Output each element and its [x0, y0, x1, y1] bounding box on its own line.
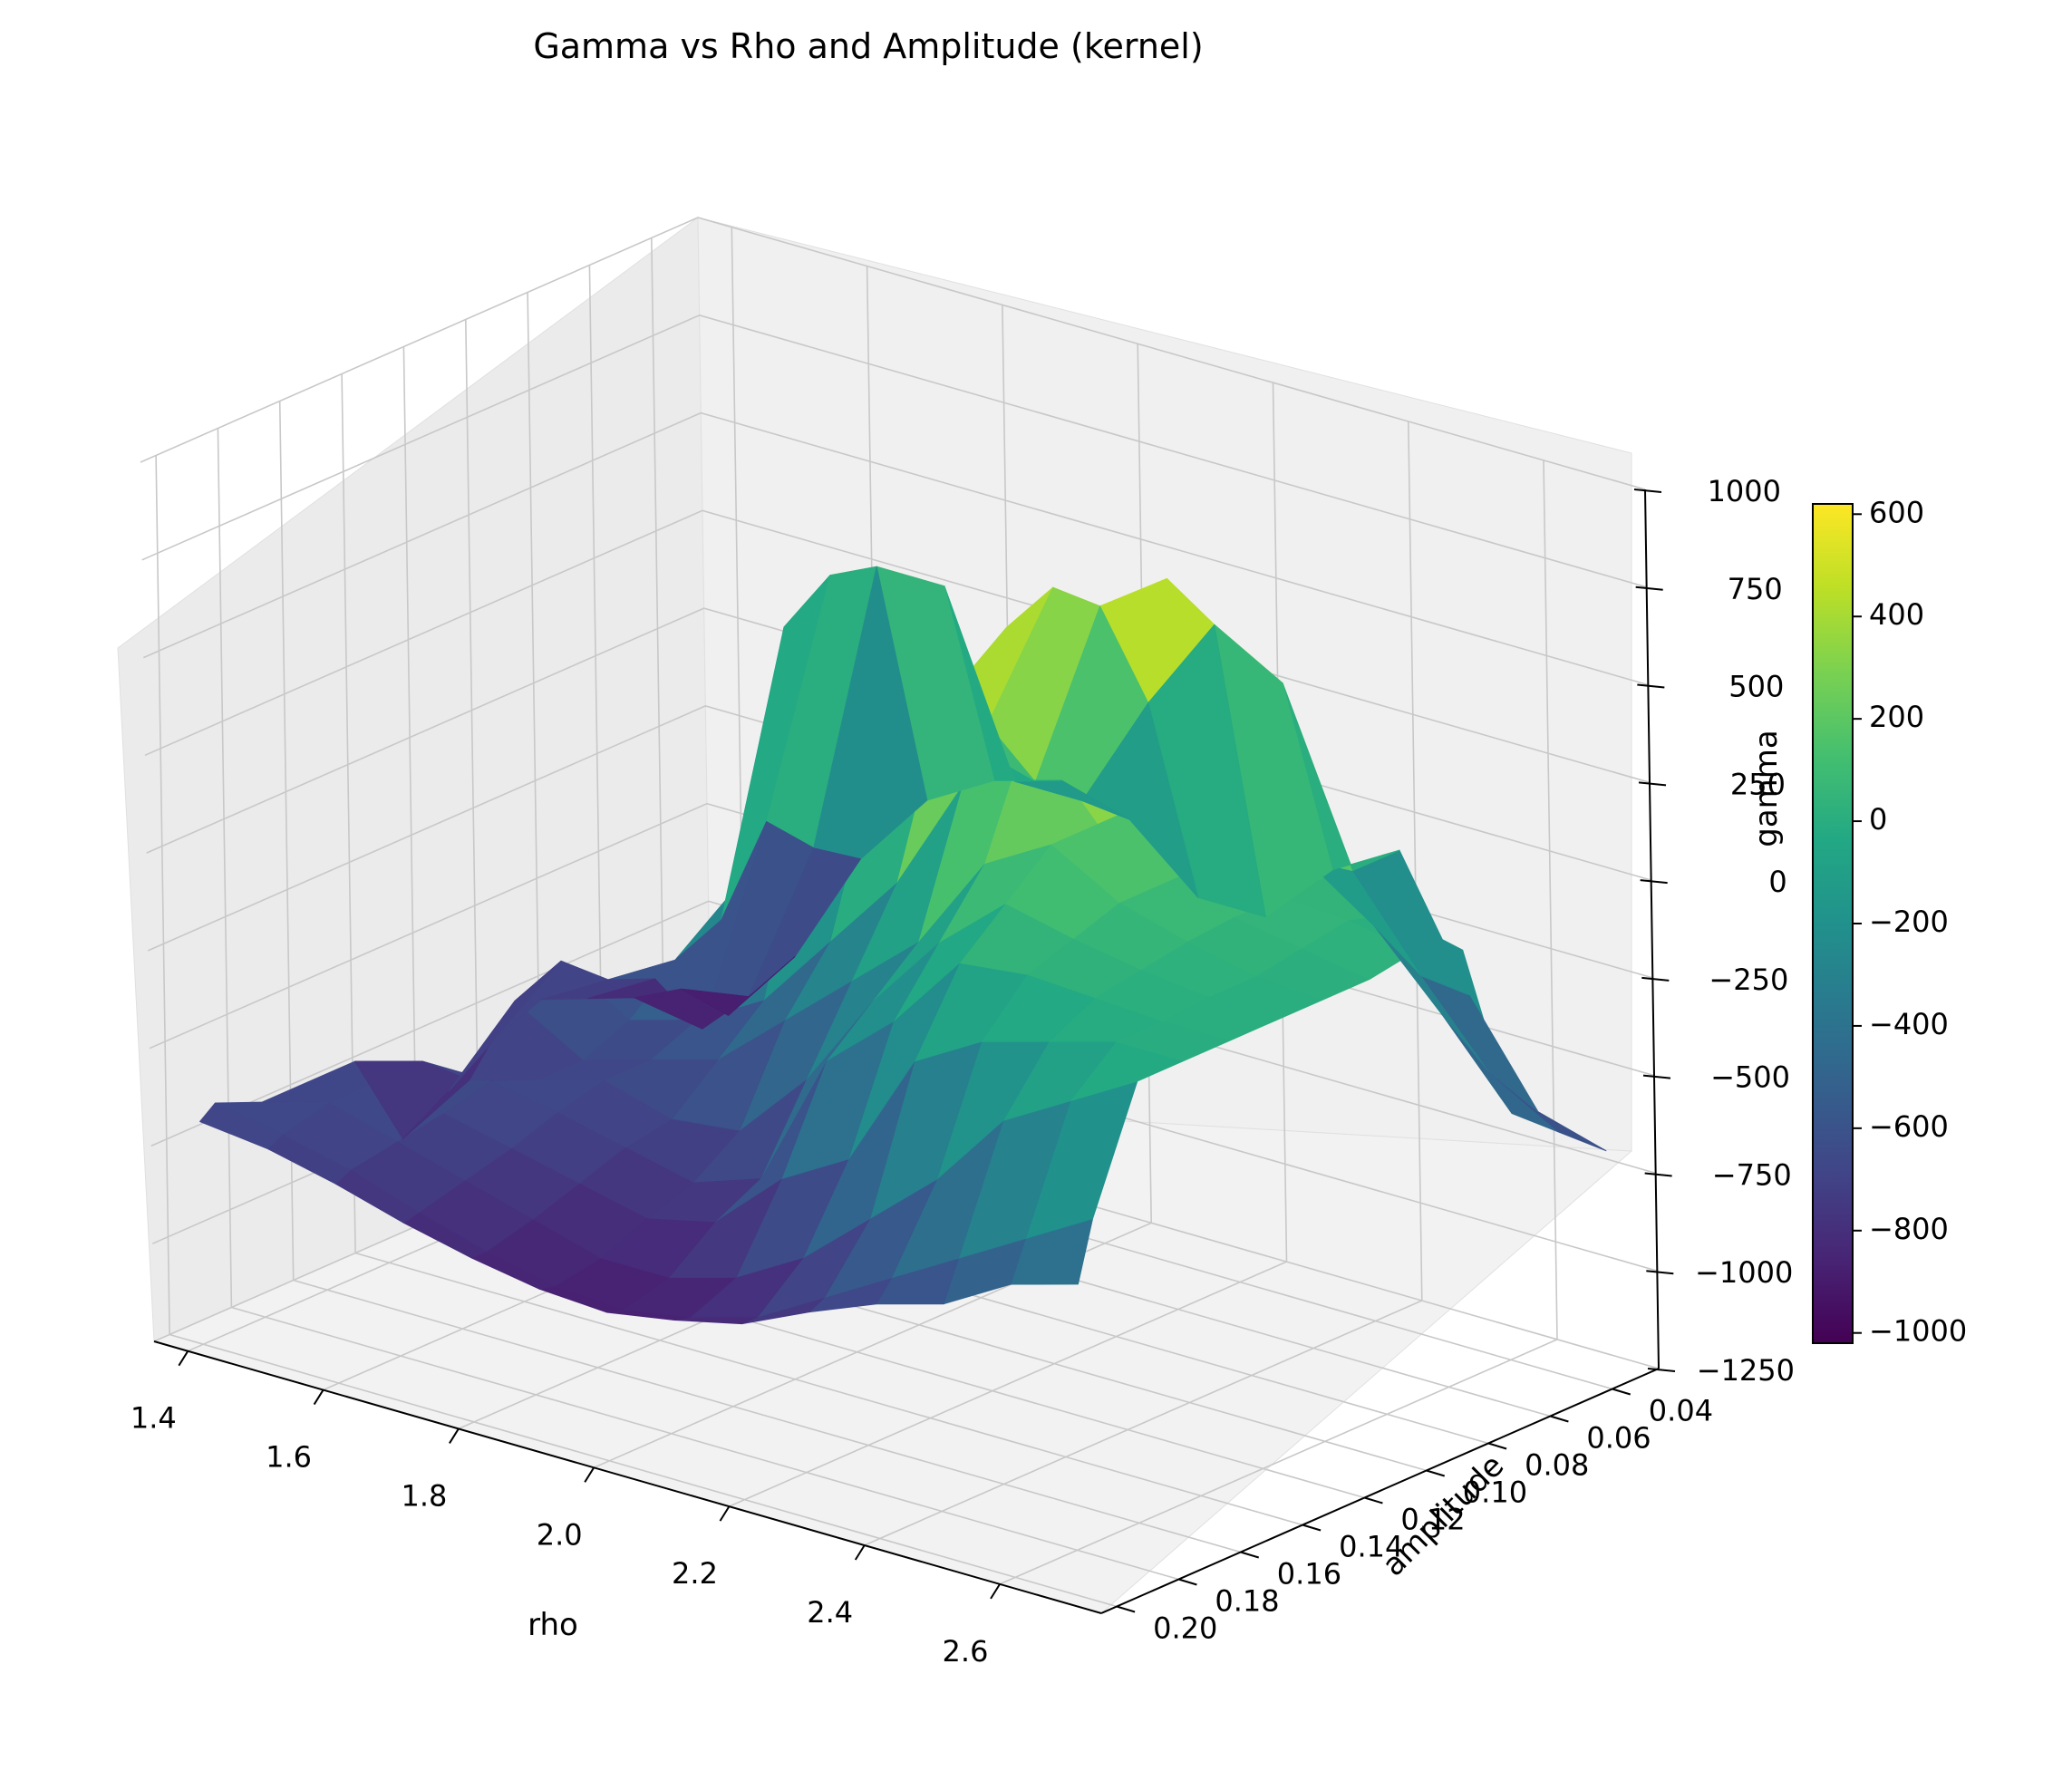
colorbar-tick-label: 400 [1869, 597, 1924, 632]
colorbar: −1000 −800 −600 −400 −200 0 200 400 600 [1812, 495, 1967, 1349]
colorbar-tick-label: −800 [1869, 1212, 1949, 1246]
x-tick [719, 1505, 731, 1522]
y-tick-label: 0.06 [1586, 1421, 1651, 1456]
z-tick-label: −500 [1710, 1060, 1790, 1095]
z-grid-line [150, 900, 1656, 1175]
z-tick-label: 1000 [1708, 474, 1781, 508]
z-axis-label: gamma [1748, 730, 1785, 847]
colorbar-bar [1812, 503, 1854, 1344]
y-tick-label: 0.10 [1463, 1476, 1527, 1510]
z-tick [1646, 1270, 1674, 1275]
x-tick [584, 1466, 595, 1483]
colorbar-tick-label: 600 [1869, 495, 1924, 529]
colorbar-tick-label: −400 [1869, 1007, 1949, 1041]
z-grid-line [141, 314, 1647, 588]
y-tick-label: 0.12 [1400, 1503, 1465, 1537]
z-tick-label: 750 [1728, 572, 1783, 606]
z-tick [1647, 1368, 1676, 1372]
y-tick-label: 0.04 [1649, 1394, 1713, 1428]
colorbar-tick-label: −200 [1869, 905, 1949, 939]
x-tick [854, 1544, 866, 1561]
colorbar-tick-label: 0 [1869, 802, 1887, 837]
colorbar-tick-label: −1000 [1869, 1314, 1967, 1349]
y-tick [1240, 1551, 1260, 1559]
z-tick [1640, 879, 1668, 885]
y-tick [1426, 1469, 1446, 1477]
y-tick-label: 0.20 [1153, 1611, 1217, 1646]
x-axis-label: rho [528, 1607, 578, 1643]
z-tick-label: −1250 [1697, 1353, 1795, 1388]
x-axis-line [153, 1340, 1102, 1614]
x-tick [990, 1583, 1001, 1600]
x-tick-label: 1.8 [401, 1478, 447, 1513]
z-tick-label: 250 [1730, 767, 1786, 801]
surface [199, 566, 1607, 1325]
y-tick [1116, 1605, 1136, 1613]
z-axis-line [1644, 489, 1660, 1369]
y-tick [1612, 1388, 1631, 1396]
chart-title: Gamma vs Rho and Amplitude (kernel) [533, 26, 1203, 66]
colorbar-tick-label: 200 [1869, 700, 1924, 734]
z-tick [1637, 683, 1665, 689]
colorbar-tick-label: −600 [1869, 1109, 1949, 1144]
z-tick-label: −750 [1712, 1157, 1792, 1192]
x-tick-label: 2.2 [672, 1556, 718, 1591]
x-tick-label: 2.6 [943, 1634, 989, 1669]
z-tick [1638, 781, 1667, 787]
z-tick [1642, 1074, 1671, 1079]
y-tick [1302, 1524, 1322, 1532]
y-tick-label: 0.08 [1525, 1448, 1589, 1483]
x-tick-label: 2.0 [537, 1517, 583, 1552]
z-tick-label: −250 [1709, 963, 1788, 997]
z-grid-line [140, 217, 1646, 490]
x-tick [449, 1427, 460, 1444]
y-tick-label: 0.18 [1215, 1584, 1279, 1619]
z-tick [1641, 976, 1670, 982]
z-grid-line [142, 411, 1649, 686]
y-axis-label: amplitude [1375, 1447, 1511, 1583]
z-grid-line [146, 607, 1651, 881]
x-tick-label: 1.4 [131, 1401, 177, 1436]
y-axis-line [1100, 1368, 1660, 1614]
z-tick-label: 500 [1728, 670, 1784, 704]
y-tick [1364, 1496, 1383, 1505]
z-tick-label: −1000 [1695, 1255, 1793, 1290]
x-tick-label: 1.6 [266, 1440, 312, 1475]
surface-facet [681, 956, 796, 1016]
y-tick-label: 0.16 [1277, 1557, 1341, 1592]
z-grid-line [144, 509, 1651, 784]
z-tick [1633, 489, 1662, 493]
z-tick-label: 0 [1768, 865, 1786, 899]
x-tick-label: 2.4 [807, 1595, 853, 1630]
y-tick [1487, 1442, 1507, 1450]
z-tick [1644, 1172, 1672, 1177]
z-tick [1635, 585, 1663, 591]
y-tick [1550, 1415, 1569, 1423]
x-tick [178, 1350, 189, 1367]
axes: 1.41.61.82.02.22.42.60.040.060.080.100.1… [131, 474, 1795, 1669]
y-tick-label: 0.14 [1339, 1530, 1403, 1564]
y-tick [1178, 1578, 1197, 1586]
x-tick [313, 1389, 324, 1406]
